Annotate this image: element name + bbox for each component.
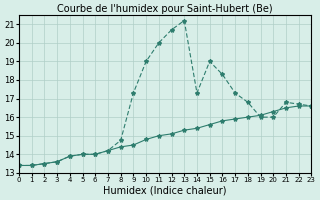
X-axis label: Humidex (Indice chaleur): Humidex (Indice chaleur) (103, 186, 227, 196)
Title: Courbe de l'humidex pour Saint-Hubert (Be): Courbe de l'humidex pour Saint-Hubert (B… (57, 4, 273, 14)
